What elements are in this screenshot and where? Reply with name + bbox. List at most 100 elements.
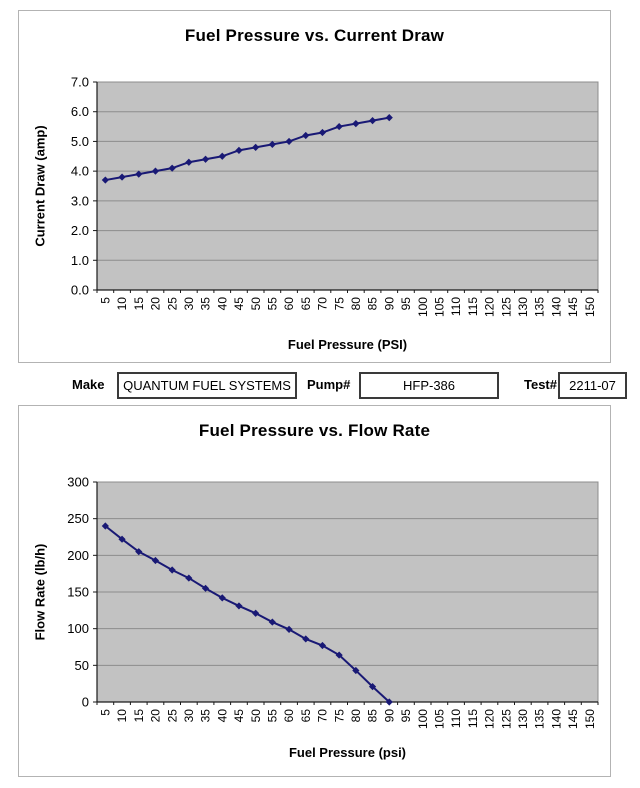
x-axis-title: Fuel Pressure (psi) xyxy=(288,745,407,760)
data-point-marker xyxy=(118,173,126,181)
data-point-marker xyxy=(135,170,143,178)
x-tick-label: 80 xyxy=(349,709,363,723)
y-tick-label: 100 xyxy=(67,621,89,636)
x-tick-label: 75 xyxy=(332,709,346,723)
y-tick-label: 300 xyxy=(67,475,89,490)
data-point-marker xyxy=(235,602,243,610)
x-tick-label: 115 xyxy=(466,709,480,728)
data-point-marker xyxy=(101,522,109,530)
x-tick-label: 25 xyxy=(165,709,179,723)
x-tick-label: 5 xyxy=(99,297,113,304)
x-axis-title: Fuel Pressure (PSI) xyxy=(287,337,408,352)
x-tick-label: 95 xyxy=(399,297,413,311)
x-tick-label: 70 xyxy=(316,297,330,311)
x-tick-label: 115 xyxy=(466,297,480,316)
series-line xyxy=(104,525,390,703)
x-tick-label: 150 xyxy=(583,297,597,317)
data-point-marker xyxy=(318,641,327,650)
x-tick-label: 135 xyxy=(533,709,547,729)
x-tick-label: 100 xyxy=(416,297,430,317)
x-tick-label: 15 xyxy=(132,709,146,723)
plot-area xyxy=(96,81,599,291)
x-tick-label: 25 xyxy=(165,297,179,311)
x-tick-label: 65 xyxy=(299,709,313,723)
y-tick-label: 3.0 xyxy=(71,193,89,208)
x-tick-label: 110 xyxy=(449,297,463,316)
y-tick-label: 200 xyxy=(67,548,89,563)
data-point-marker xyxy=(118,535,126,543)
x-tick-label: 90 xyxy=(382,709,396,723)
test-number-label: Test# xyxy=(524,377,557,392)
pump-number-value-box: HFP-386 xyxy=(359,372,499,399)
data-point-marker xyxy=(235,146,243,154)
x-tick-label: 140 xyxy=(549,709,563,729)
data-point-marker xyxy=(318,128,327,137)
current-draw-plot: 0.0 1.0 2.0 3.0 4.0 5.0 6.0 7.0 5 10 15 20 25 30 35 40 4… xyxy=(71,75,599,317)
y-tick-label: 0 xyxy=(82,695,89,710)
x-tick-label: 30 xyxy=(182,297,196,311)
y-tick-label: 7.0 xyxy=(71,75,89,90)
x-tick-label: 110 xyxy=(449,709,463,728)
current-draw-chart: Fuel Pressure vs. Current Draw Current D… xyxy=(18,10,611,363)
data-point-marker xyxy=(185,574,193,582)
x-tick-label: 20 xyxy=(149,297,163,311)
data-point-marker xyxy=(151,167,160,175)
x-tick-label: 35 xyxy=(199,297,213,311)
y-tick-label: 50 xyxy=(75,658,89,673)
x-tick-label: 75 xyxy=(332,297,346,311)
x-tick-label: 105 xyxy=(433,709,447,729)
test-number-value-box: 2211-07 xyxy=(558,372,627,399)
x-tick-label: 95 xyxy=(399,709,413,723)
x-tick-label: 150 xyxy=(583,709,597,729)
y-tick-label: 0.0 xyxy=(71,283,89,298)
flow-rate-chart: Fuel Pressure vs. Flow Rate Flow Rate (l… xyxy=(18,405,611,777)
data-point-marker xyxy=(285,137,293,146)
data-point-marker xyxy=(352,120,360,128)
data-point-marker xyxy=(368,117,377,125)
y-tick-label: 2.0 xyxy=(71,223,89,238)
x-tick-label: 60 xyxy=(282,709,296,723)
pump-info-row: Make QUANTUM FUEL SYSTEMS Pump# HFP-386 … xyxy=(0,370,640,400)
x-tick-label: 70 xyxy=(316,709,330,723)
x-tick-label: 120 xyxy=(483,709,497,729)
x-tick-label: 100 xyxy=(416,709,430,729)
x-tick-label: 90 xyxy=(382,297,396,311)
y-tick-label: 150 xyxy=(67,585,89,600)
x-tick-label: 130 xyxy=(516,709,530,729)
x-tick-label: 55 xyxy=(266,297,280,311)
x-tick-label: 85 xyxy=(366,709,380,723)
x-tick-label: 80 xyxy=(349,297,363,311)
data-point-marker xyxy=(185,158,193,166)
data-point-marker xyxy=(101,176,109,184)
chart-title: Fuel Pressure vs. Flow Rate xyxy=(198,421,431,440)
make-label: Make xyxy=(72,377,105,392)
data-point-marker xyxy=(201,155,210,163)
pump-number-label: Pump# xyxy=(307,377,351,392)
x-tick-label: 45 xyxy=(232,297,246,311)
data-point-marker xyxy=(168,566,176,574)
x-tick-label: 50 xyxy=(249,709,263,723)
x-tick-label: 10 xyxy=(115,297,129,311)
x-tick-label: 120 xyxy=(483,297,497,317)
x-tick-label: 125 xyxy=(499,709,513,729)
data-point-marker xyxy=(151,556,160,565)
data-point-marker xyxy=(352,666,360,675)
data-point-marker xyxy=(218,152,226,160)
x-tick-label: 5 xyxy=(99,709,113,716)
x-tick-label: 15 xyxy=(132,297,146,311)
x-tick-label: 140 xyxy=(549,297,563,317)
y-tick-label: 4.0 xyxy=(71,164,89,179)
data-point-marker xyxy=(385,114,393,122)
y-tick-label: 250 xyxy=(67,511,89,526)
x-tick-label: 125 xyxy=(499,297,513,317)
x-tick-label: 40 xyxy=(215,709,229,723)
data-point-marker xyxy=(368,683,377,691)
x-tick-label: 55 xyxy=(266,709,280,723)
x-tick-label: 50 xyxy=(249,297,263,311)
x-tick-label: 40 xyxy=(215,297,229,311)
x-tick-label: 130 xyxy=(516,297,530,317)
x-tick-label: 135 xyxy=(533,297,547,317)
data-point-marker xyxy=(335,122,343,131)
make-value-box: QUANTUM FUEL SYSTEMS xyxy=(117,372,297,399)
